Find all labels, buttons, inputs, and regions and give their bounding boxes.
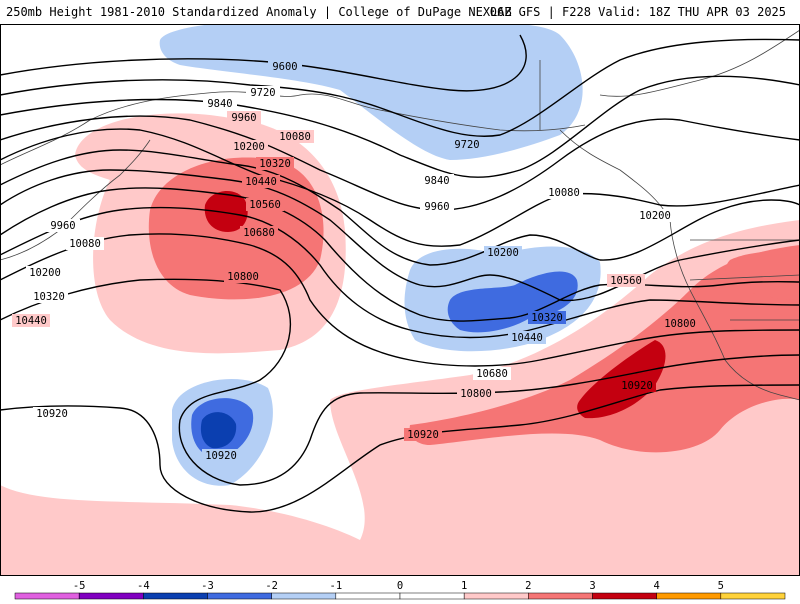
contour-label: 9960: [420, 200, 454, 213]
svg-text:10320: 10320: [259, 158, 291, 170]
colorbar-segment: [14, 592, 80, 600]
contour-label: 10680: [240, 226, 278, 239]
svg-text:10920: 10920: [205, 450, 237, 462]
contour-label: 9960: [227, 111, 261, 124]
contour-label: 10320: [256, 157, 294, 170]
svg-text:10920: 10920: [407, 429, 439, 441]
svg-text:10320: 10320: [33, 291, 65, 303]
contour-label: 10320: [30, 290, 68, 303]
colorbar-tick-label: 4: [654, 580, 660, 592]
contour-label: 10920: [202, 449, 240, 462]
colorbar-tick-label: -5: [73, 580, 86, 592]
svg-text:10080: 10080: [279, 131, 311, 143]
svg-text:10200: 10200: [233, 141, 265, 153]
contour-label: 9720: [246, 86, 280, 99]
contour-label: 10200: [230, 140, 268, 153]
colorbar-segment: [399, 592, 465, 600]
colorbar-tick-label: -1: [330, 580, 343, 592]
colorbar-tick-label: 3: [589, 580, 595, 592]
svg-text:9960: 9960: [231, 112, 256, 124]
colorbar-segment: [463, 592, 529, 600]
contour-label: 9600: [268, 60, 302, 73]
map-title: 250mb Height 1981-2010 Standardized Anom…: [6, 5, 512, 19]
contour-label: 10440: [12, 314, 50, 327]
colorbar: -5 -4 -3 -2 -1 0 1 2 3 4 5: [0, 576, 800, 600]
svg-text:10200: 10200: [639, 210, 671, 222]
svg-text:10920: 10920: [621, 380, 653, 392]
colorbar-tick-label: -2: [265, 580, 278, 592]
svg-text:10800: 10800: [227, 271, 259, 283]
contour-label: 10440: [242, 175, 280, 188]
svg-text:9720: 9720: [250, 87, 275, 99]
contour-label: 10800: [661, 317, 699, 330]
colorbar-tick-label: 2: [525, 580, 531, 592]
contour-label: 10080: [545, 186, 583, 199]
svg-text:9960: 9960: [50, 220, 75, 232]
colorbar-tick-label: 0: [397, 580, 403, 592]
colorbar-segment: [656, 592, 722, 600]
colorbar-segment: [271, 592, 337, 600]
contour-label: 9840: [203, 97, 237, 110]
svg-text:9840: 9840: [207, 98, 232, 110]
svg-text:10440: 10440: [245, 176, 277, 188]
contour-label: 10920: [404, 428, 442, 441]
contour-label: 10080: [276, 130, 314, 143]
model-run-info: 06Z GFS | F228 Valid: 18Z THU APR 03 202…: [489, 5, 786, 19]
svg-text:10200: 10200: [29, 267, 61, 279]
svg-text:10080: 10080: [548, 187, 580, 199]
svg-text:10200: 10200: [487, 247, 519, 259]
contour-label: 10800: [224, 270, 262, 283]
svg-text:9840: 9840: [424, 175, 449, 187]
header: 250mb Height 1981-2010 Standardized Anom…: [0, 0, 800, 24]
contour-label: 10680: [473, 367, 511, 380]
svg-text:10800: 10800: [664, 318, 696, 330]
map-panel: 9600 9720 9840 9960 10080 10200 10320 10…: [0, 24, 800, 576]
colorbar-tick-label: 5: [718, 580, 724, 592]
svg-text:9720: 9720: [454, 139, 479, 151]
colorbar-segments: [14, 592, 786, 600]
contour-label: 10920: [33, 407, 71, 420]
contour-label: 10560: [246, 198, 284, 211]
svg-text:10320: 10320: [531, 312, 563, 324]
svg-text:10440: 10440: [15, 315, 47, 327]
contour-label: 10200: [484, 246, 522, 259]
contour-labels: 9600 9720 9840 9960 10080 10200 10320 10…: [12, 60, 699, 462]
contour-label: 10320: [528, 311, 566, 324]
colorbar-ticks: -5 -4 -3 -2 -1 0 1 2 3 4 5: [73, 580, 724, 592]
contour-label: 10920: [618, 379, 656, 392]
contour-label: 9720: [450, 138, 484, 151]
contour-label: 10080: [66, 237, 104, 250]
contour-label: 10200: [636, 209, 674, 222]
colorbar-tick-label: -3: [201, 580, 214, 592]
colorbar-segment: [207, 592, 272, 600]
colorbar-segment: [143, 592, 208, 600]
colorbar-segment: [528, 592, 593, 600]
contour-label: 9960: [46, 219, 80, 232]
contour-label: 10200: [26, 266, 64, 279]
svg-text:10920: 10920: [36, 408, 68, 420]
svg-text:9960: 9960: [424, 201, 449, 213]
colorbar-segment: [335, 592, 401, 600]
svg-text:10800: 10800: [460, 388, 492, 400]
svg-text:10080: 10080: [69, 238, 101, 250]
svg-text:10680: 10680: [243, 227, 275, 239]
colorbar-tick-label: 1: [461, 580, 467, 592]
svg-text:10440: 10440: [511, 332, 543, 344]
contour-label: 10440: [508, 331, 546, 344]
svg-text:10680: 10680: [476, 368, 508, 380]
colorbar-tick-label: -4: [137, 580, 150, 592]
contour-label: 9840: [420, 174, 454, 187]
contour-label: 10800: [457, 387, 495, 400]
colorbar-segment: [592, 592, 657, 600]
contour-label: 10560: [607, 274, 645, 287]
colorbar-segment: [720, 592, 786, 600]
svg-text:9600: 9600: [272, 61, 297, 73]
svg-text:10560: 10560: [249, 199, 281, 211]
svg-text:10560: 10560: [610, 275, 642, 287]
colorbar-segment: [78, 592, 144, 600]
